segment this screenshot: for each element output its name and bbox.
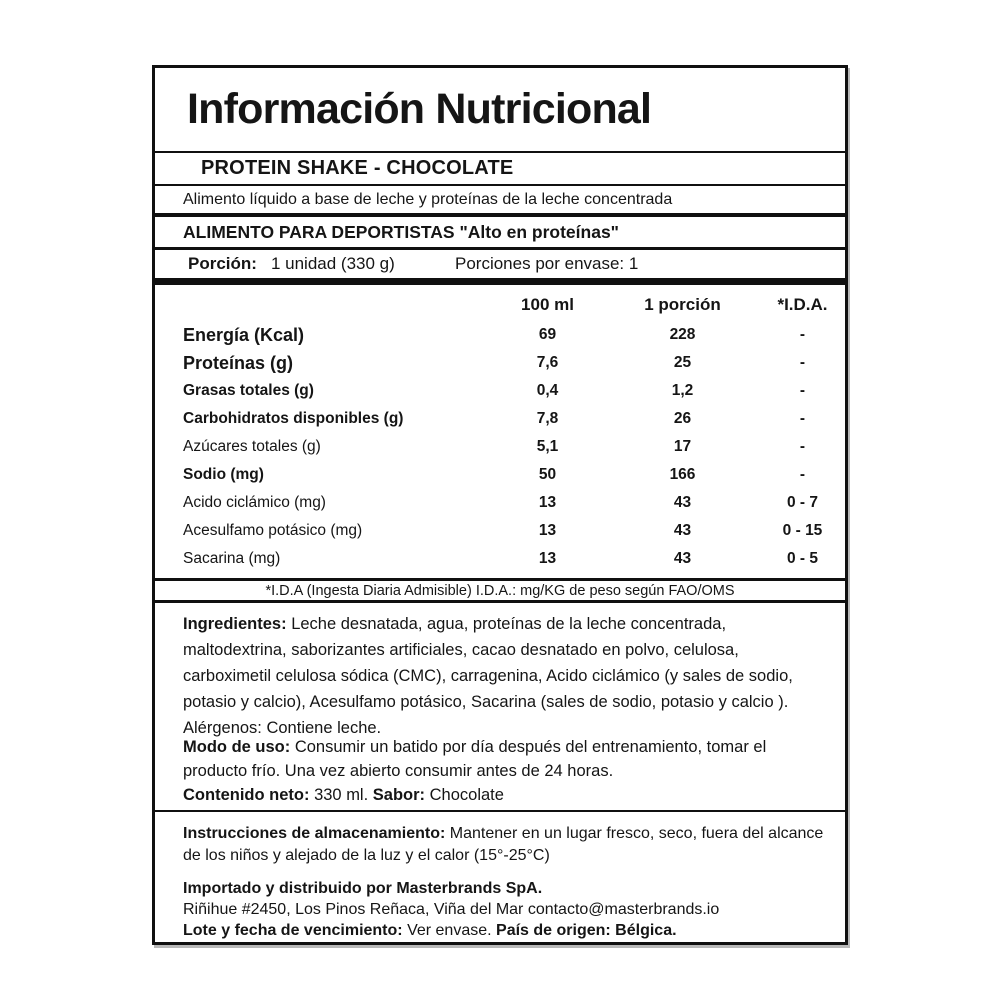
table-row: Grasas totales (g) 0,4 1,2 - — [155, 377, 845, 405]
table-row: Azúcares totales (g) 5,1 17 - — [155, 433, 845, 461]
nutrient-name: Carbohidratos disponibles (g) — [183, 410, 404, 427]
net-content-value: 330 ml. — [314, 786, 369, 804]
lot-origin-line: Lote y fecha de vencimiento: Ver envase.… — [183, 920, 829, 941]
ingredients-section: Ingredientes: Leche desnatada, agua, pro… — [155, 600, 845, 737]
importer-address: Riñihue #2450, Los Pinos Reñaca, Viña de… — [183, 901, 720, 918]
table-row: Sodio (mg) 50 166 - — [155, 461, 845, 489]
column-header-ida: *I.D.A. — [777, 295, 828, 314]
value-100ml: 50 — [538, 466, 557, 483]
nutrient-name: Azúcares totales (g) — [183, 438, 321, 455]
product-description: Alimento líquido a base de leche y prote… — [183, 190, 673, 208]
table-row: Carbohidratos disponibles (g) 7,8 26 - — [155, 405, 845, 433]
value-100ml: 69 — [538, 326, 557, 343]
flavor-label: Sabor: — [372, 786, 426, 804]
usage-section: Modo de uso: Consumir un batido por día … — [155, 726, 845, 810]
storage-paragraph: Instrucciones de almacenamiento: Mantene… — [183, 823, 829, 867]
label-title: Información Nutricional — [187, 85, 652, 133]
product-description-row: Alimento líquido a base de leche y prote… — [155, 184, 845, 213]
storage-importer-section: Instrucciones de almacenamiento: Mantene… — [155, 810, 845, 942]
value-porcion: 43 — [673, 522, 692, 539]
nutrient-name: Energía (Kcal) — [183, 324, 305, 345]
net-content-label: Contenido neto: — [183, 786, 310, 804]
claim-text: ALIMENTO PARA DEPORTISTAS "Alto en prote… — [183, 221, 619, 242]
lot-value: Ver envase. — [407, 922, 492, 939]
value-ida: 0 - 5 — [786, 550, 818, 567]
value-porcion: 43 — [673, 550, 692, 567]
value-porcion: 26 — [673, 410, 692, 427]
table-row: Sacarina (mg) 13 43 0 - 5 — [155, 545, 845, 573]
value-porcion: 228 — [669, 326, 696, 343]
column-header-100ml: 100 ml — [521, 295, 574, 314]
ida-footnote: *I.D.A (Ingesta Diaria Admisible) I.D.A.… — [265, 582, 735, 599]
value-porcion: 17 — [673, 438, 692, 455]
ingredients-paragraph: Ingredientes: Leche desnatada, agua, pro… — [183, 611, 829, 741]
nutrient-name: Proteínas (g) — [183, 352, 294, 373]
serving-row: Porción: 1 unidad (330 g) Porciones por … — [155, 247, 845, 278]
usage-paragraph: Modo de uso: Consumir un batido por día … — [183, 735, 829, 783]
origin-label: País de origen: — [496, 922, 611, 939]
value-ida: - — [799, 382, 806, 399]
table-row: Proteínas (g) 7,6 25 - — [155, 349, 845, 377]
net-content-line: Contenido neto: 330 ml. Sabor: Chocolate — [183, 783, 829, 807]
importer-title: Importado y distribuido por Masterbrands… — [183, 880, 543, 897]
nutrient-name: Sodio (mg) — [183, 466, 264, 483]
value-ida: 0 - 7 — [786, 494, 818, 511]
storage-text: Mantener en un lugar fresco, seco, fuera… — [183, 825, 824, 864]
value-porcion: 166 — [669, 466, 696, 483]
table-header-row: 100 ml 1 porción *I.D.A. — [155, 289, 845, 321]
value-ida: - — [799, 466, 806, 483]
value-100ml: 13 — [538, 550, 557, 567]
column-header-porcion: 1 porción — [644, 295, 721, 314]
value-100ml: 5,1 — [536, 438, 559, 455]
flavor-value: Chocolate — [429, 786, 504, 804]
value-ida: - — [799, 438, 806, 455]
claim-row: ALIMENTO PARA DEPORTISTAS "Alto en prote… — [155, 213, 845, 247]
value-100ml: 13 — [538, 522, 557, 539]
nutrition-table: 100 ml 1 porción *I.D.A. Energía (Kcal) … — [155, 278, 845, 578]
ingredients-text: Leche desnatada, agua, proteínas de la l… — [183, 615, 793, 737]
nutrient-name: Acesulfamo potásico (mg) — [183, 522, 363, 539]
table-row: Energía (Kcal) 69 228 - — [155, 321, 845, 349]
ingredients-label: Ingredientes: — [183, 615, 287, 633]
value-ida: - — [799, 410, 806, 427]
nutrient-name: Sacarina (mg) — [183, 550, 281, 567]
product-name-row: PROTEIN SHAKE - CHOCOLATE — [155, 151, 845, 184]
product-name: PROTEIN SHAKE - CHOCOLATE — [201, 157, 514, 179]
ida-footnote-row: *I.D.A (Ingesta Diaria Admisible) I.D.A.… — [155, 578, 845, 600]
value-100ml: 7,6 — [536, 354, 559, 371]
serving-value: 1 unidad (330 g) — [270, 254, 395, 273]
nutrient-name: Acido ciclámico (mg) — [183, 494, 326, 511]
usage-text: Consumir un batido por día después del e… — [183, 738, 767, 780]
table-row: Acesulfamo potásico (mg) 13 43 0 - 15 — [155, 517, 845, 545]
origin-value: Bélgica. — [615, 922, 677, 939]
title-section: Información Nutricional — [155, 68, 845, 151]
table-row: Acido ciclámico (mg) 13 43 0 - 7 — [155, 489, 845, 517]
value-ida: 0 - 15 — [782, 522, 823, 539]
value-100ml: 13 — [538, 494, 557, 511]
storage-label: Instrucciones de almacenamiento: — [183, 825, 446, 842]
lot-label: Lote y fecha de vencimiento: — [183, 922, 403, 939]
nutrient-name: Grasas totales (g) — [183, 382, 314, 399]
value-porcion: 25 — [673, 354, 692, 371]
value-porcion: 1,2 — [671, 382, 694, 399]
servings-per-container: Porciones por envase: 1 — [455, 254, 639, 273]
value-porcion: 43 — [673, 494, 692, 511]
serving-label: Porción: — [188, 254, 257, 273]
value-ida: - — [799, 354, 806, 371]
nutrition-label: Información Nutricional PROTEIN SHAKE - … — [152, 65, 848, 945]
importer-block: Importado y distribuido por Masterbrands… — [183, 878, 829, 941]
usage-label: Modo de uso: — [183, 738, 291, 756]
value-100ml: 0,4 — [536, 382, 559, 399]
value-100ml: 7,8 — [536, 410, 559, 427]
value-ida: - — [799, 326, 806, 343]
